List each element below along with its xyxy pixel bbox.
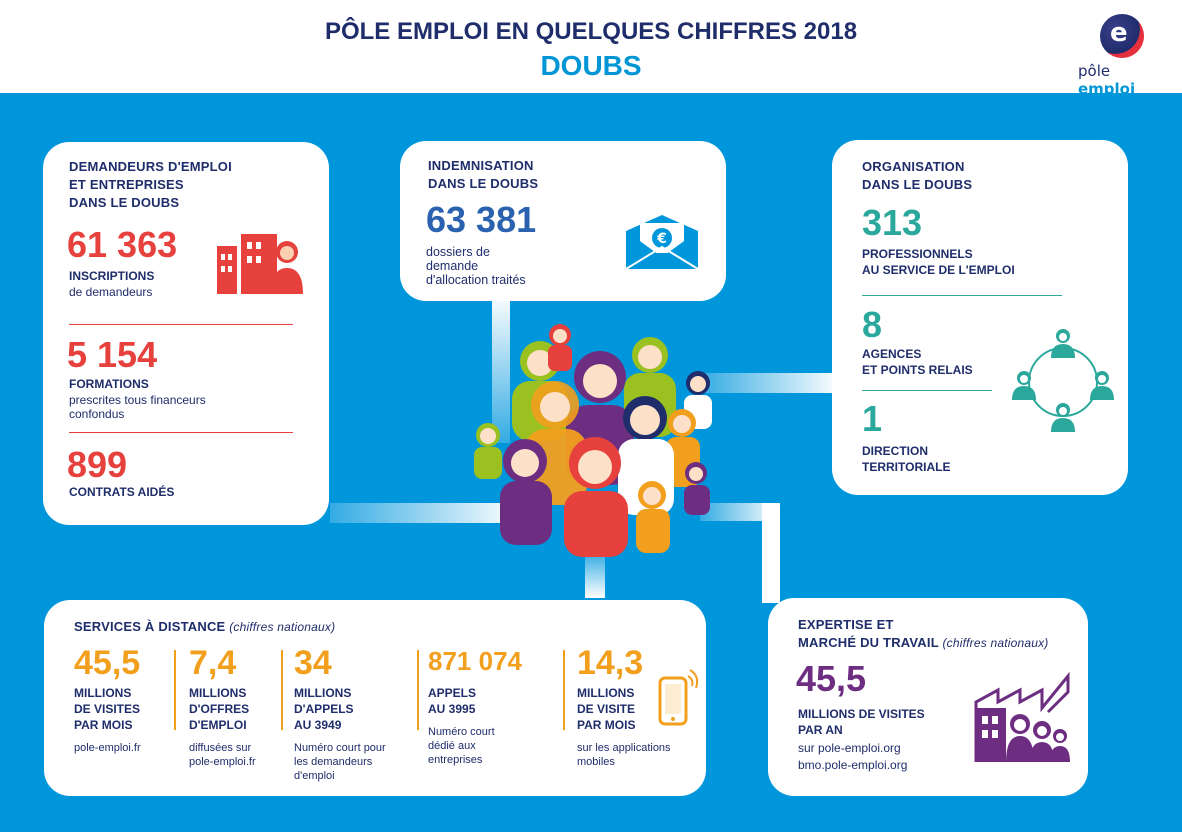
svg-text:€: €: [656, 231, 667, 247]
stat-contrats-value: 899: [67, 444, 128, 485]
network-people-icon: [1012, 329, 1114, 432]
expertise-value: 45,5: [796, 658, 867, 699]
stat-professionnels-value: 313: [862, 202, 923, 243]
divider: [281, 650, 283, 730]
stat-formations-value: 5 154: [67, 334, 158, 375]
factory-people-icon: [974, 672, 1070, 762]
indemnisation-label: INDEMNISATION DANS LE DOUBS: [428, 158, 539, 191]
stat-inscriptions-bold: INSCRIPTIONS: [69, 269, 155, 283]
card-services: SERVICES À DISTANCE (chiffres nationaux)…: [44, 600, 706, 796]
connector-org: [700, 373, 840, 393]
demandeurs-label: DEMANDEURS D'EMPLOI ET ENTREPRISES DANS …: [69, 159, 232, 210]
main-area: DEMANDEURS D'EMPLOI ET ENTREPRISES DANS …: [0, 93, 1182, 832]
card-expertise: EXPERTISE ET MARCHÉ DU TRAVAIL (chiffres…: [768, 598, 1088, 796]
stat-formations-text: prescrites tous financeurs confondus: [69, 393, 206, 421]
organisation-label: ORGANISATION DANS LE DOUBS: [862, 159, 973, 192]
divider: [862, 390, 992, 391]
header: PÔLE EMPLOI EN QUELQUES CHIFFRES 2018 DO…: [0, 0, 1182, 98]
stat-contrats-bold: CONTRATS AIDÉS: [69, 485, 175, 499]
connector-left: [330, 503, 520, 523]
indemnisation-text: dossiers de demande d'allocation traités: [426, 245, 526, 287]
stat-agences-value: 8: [862, 304, 883, 345]
service-col-1: 45,5 MILLIONS DE VISITES PAR MOIS pole-e…: [74, 644, 174, 755]
crowd-illustration: [474, 324, 712, 557]
divider: [69, 432, 293, 433]
service-value: 34: [294, 644, 332, 682]
stat-direction-value: 1: [862, 398, 883, 439]
indemnisation-value: 63 381: [426, 199, 537, 240]
service-col-2: 7,4 MILLIONS D'OFFRES D'EMPLOI diffusées…: [189, 644, 289, 769]
stat-formations-bold: FORMATIONS: [69, 377, 149, 391]
logo-circle-icon: [1100, 14, 1144, 58]
services-label: SERVICES À DISTANCE (chiffres nationaux): [74, 619, 336, 634]
pole-emploi-logo: e pôle emploi: [1070, 14, 1170, 98]
divider: [563, 650, 565, 730]
expertise-label: EXPERTISE ET MARCHÉ DU TRAVAIL (chiffres…: [798, 617, 1049, 650]
service-value: 871 074: [428, 646, 522, 676]
euro-envelope-icon: €: [625, 215, 699, 270]
service-col-5: 14,3 MILLIONS DE VISITE PAR MOIS sur les…: [577, 644, 687, 769]
stat-professionnels-bold: PROFESSIONNELS AU SERVICE DE L'EMPLOI: [862, 247, 1015, 277]
connector-services: [585, 553, 605, 598]
buildings-person-icon: [217, 234, 303, 294]
divider: [174, 650, 176, 730]
card-indemnisation: INDEMNISATION DANS LE DOUBS 63 381 dossi…: [400, 141, 726, 301]
card-demandeurs: DEMANDEURS D'EMPLOI ET ENTREPRISES DANS …: [43, 142, 329, 525]
service-value: 45,5: [74, 644, 141, 682]
page-subtitle: DOUBS: [540, 50, 642, 81]
service-value: 14,3: [577, 644, 644, 682]
expertise-text: sur pole-emploi.org bmo.pole-emploi.org: [798, 741, 908, 772]
divider: [417, 650, 419, 730]
service-value: 7,4: [189, 644, 237, 682]
page-title: PÔLE EMPLOI EN QUELQUES CHIFFRES 2018: [324, 18, 858, 45]
service-col-3: 34 MILLIONS D'APPELS AU 3949 Numéro cour…: [294, 644, 406, 783]
connector-indem: [492, 293, 510, 443]
smartphone-icon: [658, 669, 699, 726]
stat-agences-bold: AGENCES ET POINTS RELAIS: [862, 347, 973, 377]
divider: [862, 295, 1062, 296]
divider: [69, 324, 293, 325]
expertise-bold: MILLIONS DE VISITES PAR AN: [798, 707, 925, 737]
stat-inscriptions-value: 61 363: [67, 224, 178, 265]
stat-direction-bold: DIRECTION TERRITORIALE: [862, 444, 951, 474]
connector-expertise-down: [762, 503, 780, 603]
service-col-4: 871 074 APPELS AU 3995 Numéro court dédi…: [428, 646, 558, 767]
stat-inscriptions-text: de demandeurs: [69, 285, 153, 299]
card-organisation: ORGANISATION DANS LE DOUBS 313 PROFESSIO…: [832, 140, 1128, 495]
connector-expertise: [700, 503, 780, 521]
